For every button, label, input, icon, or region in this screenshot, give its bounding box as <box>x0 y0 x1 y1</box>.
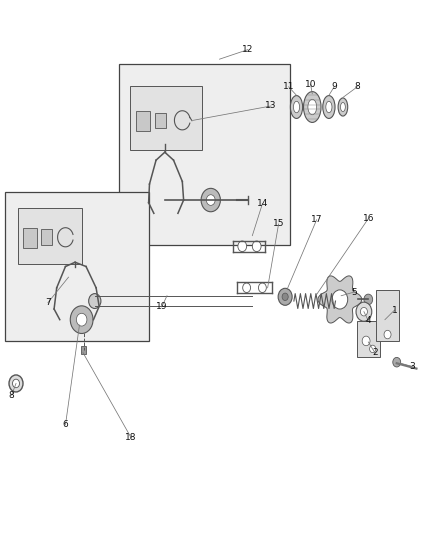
Text: 17: 17 <box>310 215 321 224</box>
Circle shape <box>361 336 369 346</box>
Text: 3: 3 <box>408 362 414 371</box>
Ellipse shape <box>290 95 302 118</box>
Ellipse shape <box>303 92 320 123</box>
Circle shape <box>363 294 372 305</box>
Polygon shape <box>5 192 149 341</box>
FancyBboxPatch shape <box>23 228 36 248</box>
Circle shape <box>201 188 220 212</box>
Circle shape <box>282 293 288 301</box>
FancyBboxPatch shape <box>41 229 52 245</box>
Text: 9: 9 <box>331 82 336 91</box>
Text: 15: 15 <box>272 220 284 229</box>
Text: 16: 16 <box>362 214 373 223</box>
Ellipse shape <box>325 101 331 113</box>
Text: 8: 8 <box>353 82 360 91</box>
Text: 7: 7 <box>45 298 51 307</box>
Ellipse shape <box>340 102 345 111</box>
Text: 18: 18 <box>125 433 137 442</box>
Text: 14: 14 <box>256 199 268 208</box>
FancyBboxPatch shape <box>357 321 379 357</box>
Circle shape <box>237 241 246 252</box>
Polygon shape <box>119 64 289 245</box>
Circle shape <box>383 330 390 339</box>
Circle shape <box>206 195 215 205</box>
Circle shape <box>355 302 371 321</box>
Text: 2: 2 <box>371 348 377 357</box>
FancyBboxPatch shape <box>375 290 398 341</box>
Circle shape <box>369 345 375 353</box>
Circle shape <box>331 290 347 309</box>
Circle shape <box>70 306 93 334</box>
FancyBboxPatch shape <box>154 114 165 128</box>
Circle shape <box>252 241 261 252</box>
Circle shape <box>360 308 367 316</box>
Circle shape <box>9 375 23 392</box>
Polygon shape <box>317 276 361 323</box>
Text: 5: 5 <box>350 287 357 296</box>
Text: 11: 11 <box>282 82 294 91</box>
Circle shape <box>76 313 87 326</box>
FancyBboxPatch shape <box>130 86 201 150</box>
Ellipse shape <box>307 99 316 115</box>
Circle shape <box>88 294 101 309</box>
Text: 12: 12 <box>242 45 253 54</box>
Ellipse shape <box>322 95 334 118</box>
Text: 10: 10 <box>304 79 315 88</box>
FancyBboxPatch shape <box>81 346 86 354</box>
Text: 4: 4 <box>365 316 370 325</box>
Circle shape <box>392 358 400 367</box>
FancyBboxPatch shape <box>18 208 81 264</box>
Circle shape <box>242 283 250 293</box>
Ellipse shape <box>293 101 299 113</box>
Text: 19: 19 <box>155 302 167 311</box>
Text: 1: 1 <box>391 305 396 314</box>
Circle shape <box>278 288 291 305</box>
FancyBboxPatch shape <box>136 111 150 131</box>
Text: 13: 13 <box>265 101 276 110</box>
Circle shape <box>258 283 266 293</box>
Circle shape <box>12 379 19 387</box>
Text: 6: 6 <box>63 421 68 430</box>
Text: 8: 8 <box>9 391 14 400</box>
Ellipse shape <box>337 98 347 116</box>
